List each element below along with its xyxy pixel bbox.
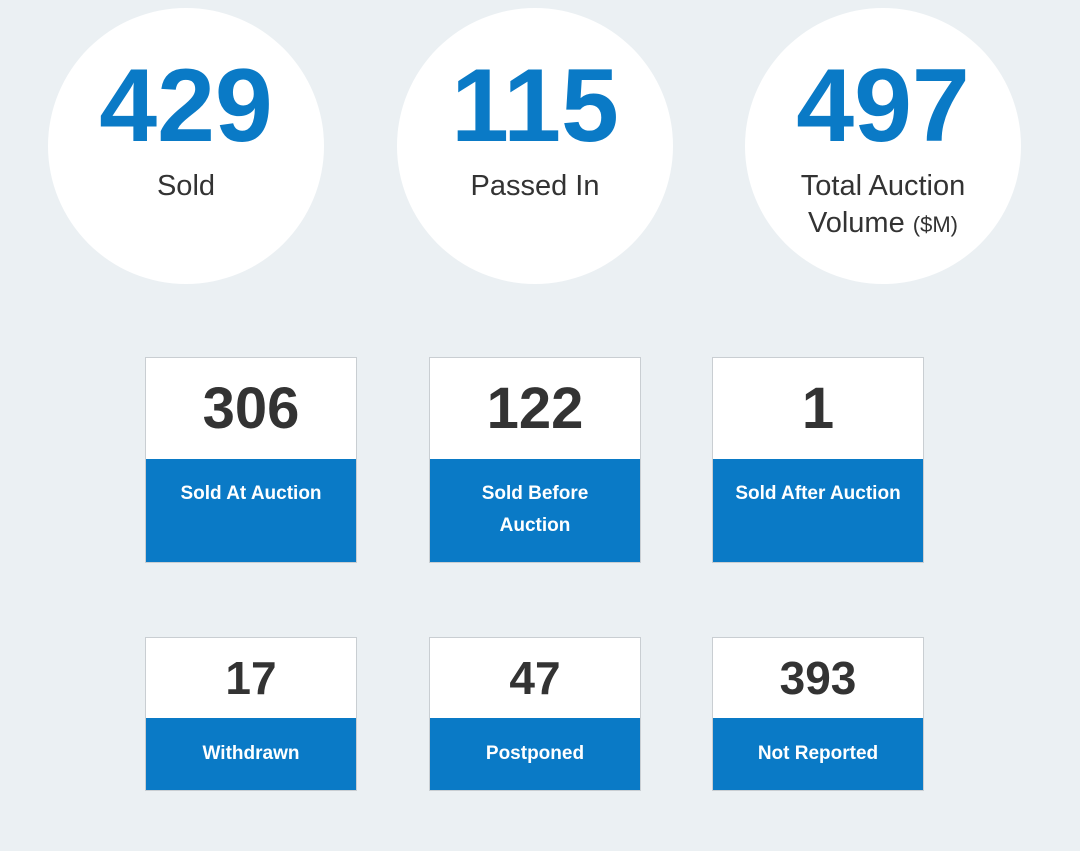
withdrawn-tile: 17 Withdrawn xyxy=(146,638,356,790)
sold-after-auction-tile: 1 Sold After Auction xyxy=(713,358,923,562)
sold-count: 429 xyxy=(99,48,273,164)
postponed-tile: 47 Postponed xyxy=(430,638,640,790)
passed-in-label: Passed In xyxy=(470,170,600,202)
sold-after-auction-count: 1 xyxy=(713,358,923,459)
sold-before-auction-label: Sold Before Auction xyxy=(430,459,640,562)
sold-before-auction-tile: 122 Sold Before Auction xyxy=(430,358,640,562)
postponed-count: 47 xyxy=(430,638,640,718)
sold-after-auction-label: Sold After Auction xyxy=(713,459,923,562)
sold-label: Sold xyxy=(156,170,216,202)
volume-unit: ($M) xyxy=(912,212,958,237)
volume-label-wrap: Total Auction Volume ($M) xyxy=(765,168,1001,243)
sold-at-auction-count: 306 xyxy=(146,358,356,459)
sold-stat-circle: 429 Sold xyxy=(48,8,324,284)
volume-amount: 497 xyxy=(796,48,970,164)
not-reported-tile: 393 Not Reported xyxy=(713,638,923,790)
passed-in-count: 115 xyxy=(451,48,619,164)
passed-in-stat-circle: 115 Passed In xyxy=(397,8,673,284)
sold-at-auction-label: Sold At Auction xyxy=(146,459,356,562)
volume-label: Total Auction Volume xyxy=(800,170,966,239)
withdrawn-count: 17 xyxy=(146,638,356,718)
not-reported-count: 393 xyxy=(713,638,923,718)
not-reported-label: Not Reported xyxy=(713,718,923,790)
volume-stat-circle: 497 Total Auction Volume ($M) xyxy=(745,8,1021,284)
sold-before-auction-count: 122 xyxy=(430,358,640,459)
postponed-label: Postponed xyxy=(430,718,640,790)
sold-at-auction-tile: 306 Sold At Auction xyxy=(146,358,356,562)
withdrawn-label: Withdrawn xyxy=(146,718,356,790)
